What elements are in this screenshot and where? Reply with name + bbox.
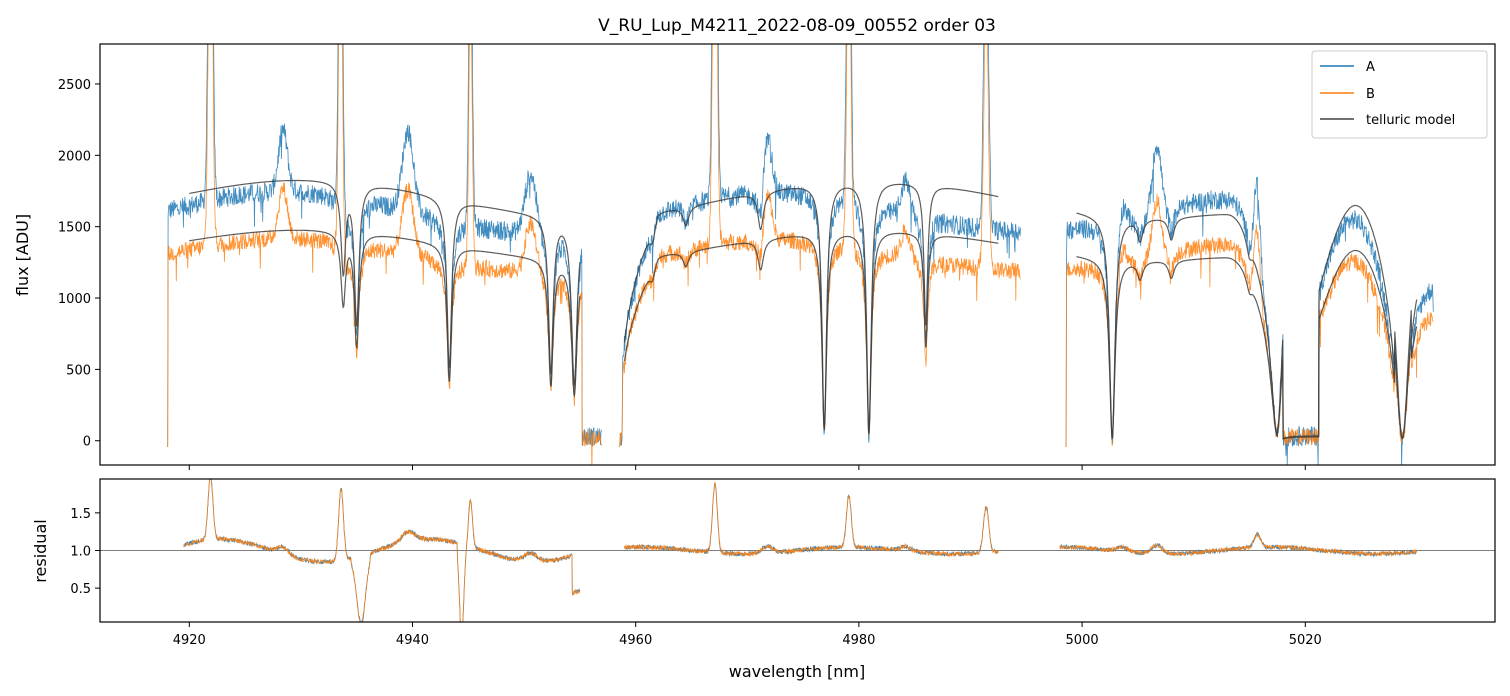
series-line-a bbox=[167, 44, 603, 447]
flux-axis-ticks: 0 500 1000 1500 2000 2500 bbox=[58, 78, 1306, 470]
residual-panel: 0.5 1.0 1.5 4920 4940 4960 4980 5000 5020 residu… bbox=[31, 478, 1496, 681]
x-tick-label: 5020 bbox=[1289, 633, 1322, 648]
residual-y-axis-label: residual bbox=[31, 519, 50, 582]
x-axis-label: wavelength [nm] bbox=[729, 662, 866, 681]
flux-y-tick-label: 500 bbox=[66, 363, 91, 378]
series-line-telluric-a bbox=[189, 179, 581, 386]
legend-label-telluric: telluric model bbox=[1366, 113, 1455, 128]
residual-y-tick-label: 1.5 bbox=[70, 507, 91, 522]
flux-y-tick-label: 1500 bbox=[58, 221, 91, 236]
x-tick-label: 4940 bbox=[396, 633, 429, 648]
series-line-telluric-a bbox=[1076, 204, 1418, 440]
series-line-b bbox=[1065, 193, 1434, 447]
x-tick-label: 5000 bbox=[1066, 633, 1099, 648]
legend: A B telluric model bbox=[1311, 50, 1488, 139]
x-tick-label: 4920 bbox=[173, 633, 206, 648]
series-line-telluric-a bbox=[623, 183, 999, 433]
series-line-a bbox=[1065, 145, 1434, 465]
residual-line-b bbox=[183, 479, 581, 622]
legend-box bbox=[1311, 50, 1488, 139]
series-line-telluric-b bbox=[623, 232, 999, 435]
residual-series bbox=[183, 479, 1418, 622]
flux-panel: 0 500 1000 1500 2000 2500 flux [ADU] bbox=[13, 43, 1496, 470]
residual-y-tick-label: 1.0 bbox=[70, 545, 91, 560]
legend-label-a: A bbox=[1366, 60, 1375, 75]
flux-series bbox=[167, 44, 1434, 465]
residual-line-a bbox=[183, 479, 581, 622]
series-line-telluric-b bbox=[1076, 249, 1418, 440]
chart-title: V_RU_Lup_M4211_2022-08-09_00552 order 03 bbox=[598, 16, 996, 36]
x-tick-label: 4960 bbox=[619, 633, 652, 648]
flux-y-tick-label: 2500 bbox=[58, 78, 91, 93]
residual-axes-frame bbox=[99, 478, 1496, 623]
flux-y-tick-label: 1000 bbox=[58, 292, 91, 307]
series-line-b bbox=[167, 44, 603, 465]
flux-y-tick-label: 0 bbox=[83, 435, 91, 450]
flux-y-tick-label: 2000 bbox=[58, 149, 91, 164]
x-tick-label: 4980 bbox=[842, 633, 875, 648]
residual-y-tick-label: 0.5 bbox=[70, 582, 91, 597]
residual-line-b bbox=[1059, 531, 1418, 558]
flux-y-axis-label: flux [ADU] bbox=[13, 214, 32, 296]
flux-axes-frame bbox=[99, 43, 1496, 466]
legend-label-b: B bbox=[1366, 87, 1375, 102]
residual-line-b bbox=[624, 481, 999, 558]
series-line-telluric-b bbox=[189, 229, 581, 398]
